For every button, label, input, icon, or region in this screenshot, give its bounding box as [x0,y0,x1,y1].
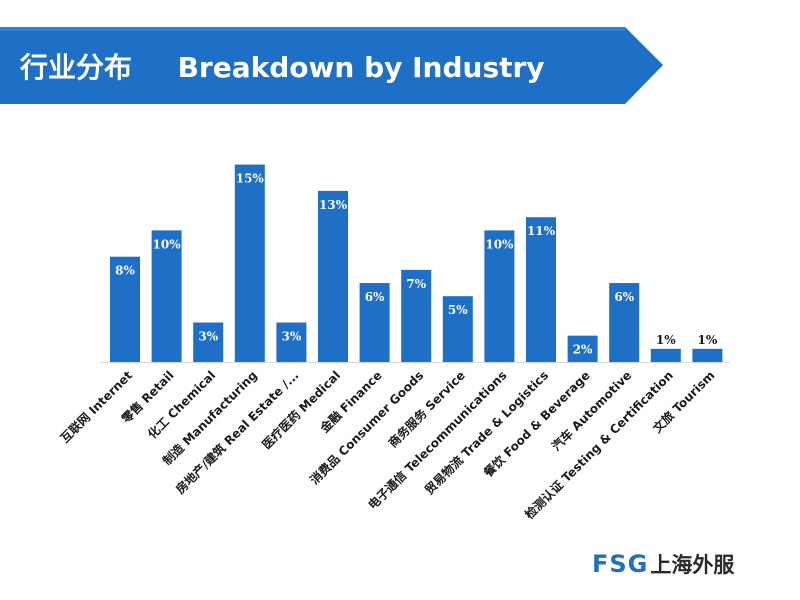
bar-value-label-1: 10% [153,237,182,251]
bar-7 [401,269,432,362]
category-label-13: 检测认证 Testing & Certification [522,368,676,522]
bar-10 [526,217,556,362]
category-label-0: 互联网 Internet [58,368,136,446]
bar-13 [650,348,681,362]
page-title-en: Breakdown by Industry [177,51,545,84]
bar-value-label-6: 6% [365,290,385,304]
bar-value-label-7: 7% [406,277,426,291]
bar-value-label-13: 1% [656,333,676,347]
bar-12 [609,283,640,362]
bar-value-label-0: 8% [115,264,135,278]
page-title-cn: 行业分布 [20,51,133,84]
bar-value-label-2: 3% [198,330,218,344]
bar-value-label-4: 3% [282,330,302,344]
bar-value-label-3: 15% [236,172,265,186]
title-banner-shape [0,27,663,104]
bar-4 [276,322,307,362]
bar-value-label-5: 13% [319,198,348,212]
category-label-12: 汽车 Automotive [548,368,634,454]
bar-value-label-14: 1% [698,333,718,347]
bar-0 [110,256,140,362]
bar-2 [193,322,224,362]
bar-value-label-12: 6% [614,290,634,304]
category-label-8: 商务服务 Service [385,368,468,451]
fsg-logo: FSG上海外服 [592,549,734,579]
bar-14 [692,348,723,362]
banner-band-highlight [0,27,625,31]
bar-value-label-9: 10% [485,237,514,251]
bar-3 [234,164,265,362]
title-banner: 行业分布 Breakdown by Industry [0,0,800,110]
bar-8 [442,296,473,362]
bar-value-label-11: 2% [573,343,593,357]
logo-text-cn: 上海外服 [650,553,735,577]
logo-text-en: FSG [592,550,649,578]
bar-1 [151,230,182,362]
bar-value-label-10: 11% [527,224,556,238]
bar-9 [484,230,515,362]
banner-band [0,27,663,104]
bar-value-label-8: 5% [448,303,468,317]
page-title: 行业分布 Breakdown by Industry [20,48,545,88]
bar-11 [567,335,598,362]
category-label-5: 医疗医药 Medical [259,368,343,452]
bar-5 [318,190,348,362]
bar-6 [359,283,390,362]
